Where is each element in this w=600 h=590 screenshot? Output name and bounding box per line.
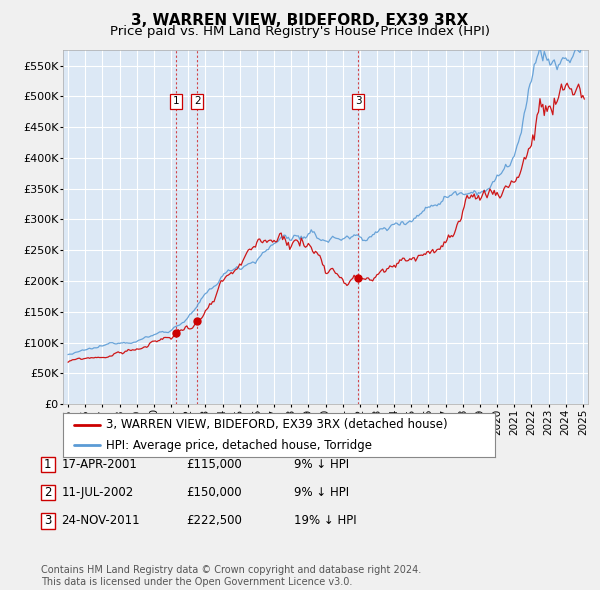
- Text: 1: 1: [44, 458, 52, 471]
- Text: 19% ↓ HPI: 19% ↓ HPI: [294, 514, 356, 527]
- Text: 3, WARREN VIEW, BIDEFORD, EX39 3RX (detached house): 3, WARREN VIEW, BIDEFORD, EX39 3RX (deta…: [106, 418, 448, 431]
- Text: 2: 2: [44, 486, 52, 499]
- Text: 3, WARREN VIEW, BIDEFORD, EX39 3RX: 3, WARREN VIEW, BIDEFORD, EX39 3RX: [131, 13, 469, 28]
- Text: 11-JUL-2002: 11-JUL-2002: [61, 486, 133, 499]
- Text: 17-APR-2001: 17-APR-2001: [61, 458, 137, 471]
- Text: HPI: Average price, detached house, Torridge: HPI: Average price, detached house, Torr…: [106, 439, 372, 452]
- Text: 1: 1: [173, 97, 179, 106]
- Text: 24-NOV-2011: 24-NOV-2011: [61, 514, 140, 527]
- Text: £115,000: £115,000: [186, 458, 242, 471]
- Text: 2: 2: [194, 97, 200, 106]
- Text: 9% ↓ HPI: 9% ↓ HPI: [294, 486, 349, 499]
- Text: £150,000: £150,000: [186, 486, 242, 499]
- Text: 9% ↓ HPI: 9% ↓ HPI: [294, 458, 349, 471]
- Text: 3: 3: [355, 97, 361, 106]
- Text: Contains HM Land Registry data © Crown copyright and database right 2024.
This d: Contains HM Land Registry data © Crown c…: [41, 565, 421, 587]
- Text: £222,500: £222,500: [186, 514, 242, 527]
- Text: 3: 3: [44, 514, 52, 527]
- Text: Price paid vs. HM Land Registry's House Price Index (HPI): Price paid vs. HM Land Registry's House …: [110, 25, 490, 38]
